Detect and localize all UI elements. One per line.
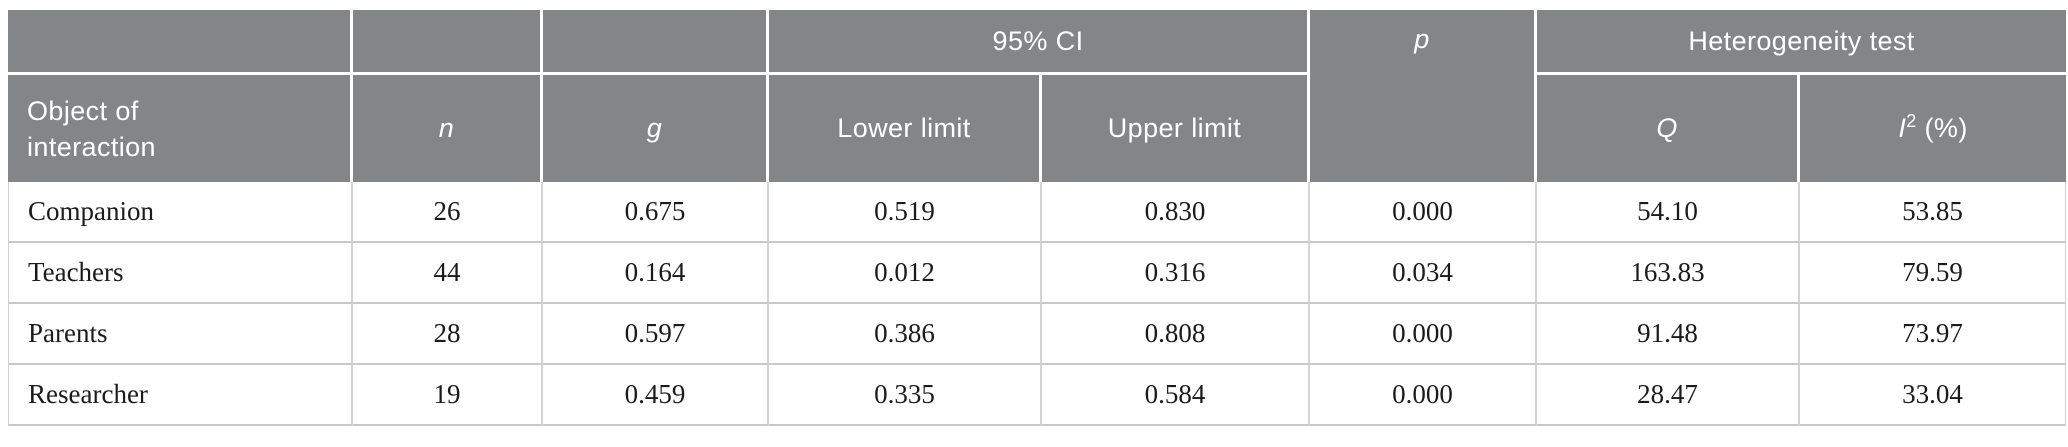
- cell-p: 0.000: [1310, 365, 1538, 426]
- table-row-researcher: Researcher 19 0.459 0.335 0.584 0.000 28…: [8, 365, 2067, 426]
- table-row-parents: Parents 28 0.597 0.386 0.808 0.000 91.48…: [8, 304, 2067, 365]
- header-cell-g: g: [543, 72, 769, 182]
- meta-analysis-table: 95% CI p Heterogeneity test Object of in…: [8, 10, 2067, 426]
- cell-g: 0.597: [543, 304, 769, 365]
- header-cell-n: n: [353, 72, 543, 182]
- cell-p: 0.000: [1310, 304, 1538, 365]
- cell-lower-limit: 0.386: [769, 304, 1042, 365]
- cell-g: 0.675: [543, 182, 769, 243]
- cell-q: 54.10: [1537, 182, 1801, 243]
- header-cell-object-of-interaction: Object of interaction: [8, 72, 353, 182]
- header-cell-q: Q: [1537, 72, 1801, 182]
- cell-lower-limit: 0.335: [769, 365, 1042, 426]
- meta-analysis-table-container: 95% CI p Heterogeneity test Object of in…: [8, 10, 2067, 426]
- header-cell-lower-limit: Lower limit: [769, 72, 1042, 182]
- header-object-label: Object of interaction: [27, 95, 156, 162]
- header-group-95ci: 95% CI: [769, 10, 1311, 72]
- cell-lower-limit: 0.519: [769, 182, 1042, 243]
- cell-object: Parents: [8, 304, 353, 365]
- cell-n: 44: [353, 243, 543, 304]
- cell-g: 0.164: [543, 243, 769, 304]
- cell-i2: 53.85: [1800, 182, 2067, 243]
- cell-i2: 73.97: [1800, 304, 2067, 365]
- cell-object: Researcher: [8, 365, 353, 426]
- header-row-columns: Object of interaction n g Lower limit Up…: [8, 72, 2067, 182]
- cell-n: 28: [353, 304, 543, 365]
- cell-upper-limit: 0.584: [1042, 365, 1311, 426]
- cell-g: 0.459: [543, 365, 769, 426]
- cell-q: 163.83: [1537, 243, 1801, 304]
- cell-i2: 79.59: [1800, 243, 2067, 304]
- header-row-groups: 95% CI p Heterogeneity test: [8, 10, 2067, 182]
- cell-n: 26: [353, 182, 543, 243]
- cell-q: 91.48: [1537, 304, 1801, 365]
- header-cell-upper-limit: Upper limit: [1042, 72, 1311, 182]
- header-spacer-n: [353, 10, 543, 72]
- header-cell-p: p: [1310, 10, 1538, 182]
- cell-n: 19: [353, 365, 543, 426]
- cell-q: 28.47: [1537, 365, 1801, 426]
- cell-upper-limit: 0.316: [1042, 243, 1311, 304]
- cell-lower-limit: 0.012: [769, 243, 1042, 304]
- i2-superscript: 2: [1906, 111, 1917, 131]
- cell-p: 0.000: [1310, 182, 1538, 243]
- i2-percent-unit: (%): [1916, 113, 1968, 143]
- cell-upper-limit: 0.808: [1042, 304, 1311, 365]
- cell-upper-limit: 0.830: [1042, 182, 1311, 243]
- cell-p: 0.034: [1310, 243, 1538, 304]
- header-spacer-object: [8, 10, 353, 72]
- i2-symbol: I: [1898, 113, 1907, 143]
- cell-i2: 33.04: [1800, 365, 2067, 426]
- header-group-heterogeneity-test: Heterogeneity test: [1537, 10, 2067, 72]
- header-cell-i2-percent: I2 (%): [1800, 72, 2067, 182]
- table-row-companion: Companion 26 0.675 0.519 0.830 0.000 54.…: [8, 182, 2067, 243]
- cell-object: Companion: [8, 182, 353, 243]
- cell-object: Teachers: [8, 243, 353, 304]
- table-row-teachers: Teachers 44 0.164 0.012 0.316 0.034 163.…: [8, 243, 2067, 304]
- header-spacer-g: [543, 10, 769, 72]
